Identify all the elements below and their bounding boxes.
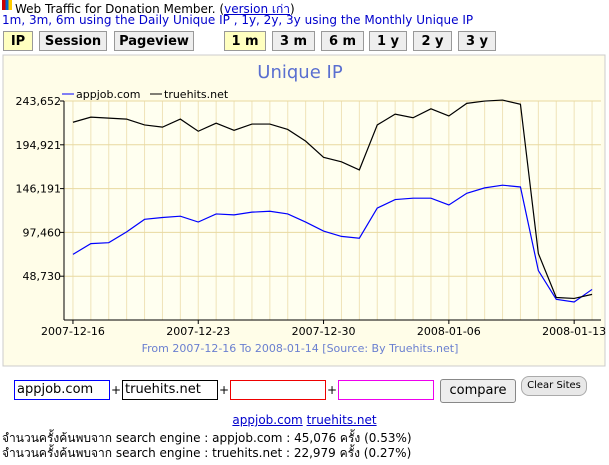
x-tick-label: 2008-01-06 xyxy=(417,325,481,338)
legend-label: appjob.com xyxy=(76,88,140,101)
paren: ( xyxy=(219,2,225,16)
x-tick-label: 2008-01-13 xyxy=(542,325,606,338)
compare-button[interactable]: compare xyxy=(440,379,516,403)
site-link[interactable]: truehits.net xyxy=(306,413,377,427)
tab[interactable]: Pageview xyxy=(114,31,194,51)
site-input[interactable]: appjob.com xyxy=(14,380,110,400)
version-link[interactable]: version เก่า xyxy=(224,2,290,16)
site-input[interactable] xyxy=(338,380,434,400)
tab[interactable]: Session xyxy=(39,31,107,51)
x-tick-label: 2007-12-16 xyxy=(41,325,105,338)
site-input[interactable]: truehits.net xyxy=(122,380,218,400)
chart-title: Unique IP xyxy=(257,62,343,83)
site-links: appjob.com truehits.net xyxy=(0,413,609,427)
stat-line: จำนวนครั้งค้นพบจาก search engine : trueh… xyxy=(2,446,412,460)
note: 1m, 3m, 6m using the Daily Unique IP , 1… xyxy=(2,13,474,27)
y-tick-label: 97,460 xyxy=(23,226,62,239)
stat-line: จำนวนครั้งค้นพบจาก search engine : appjo… xyxy=(2,431,412,445)
series-line xyxy=(72,184,593,303)
tab[interactable]: IP xyxy=(3,31,33,51)
y-tick-label: 194,921 xyxy=(16,139,62,152)
plus: + xyxy=(327,383,338,397)
site-input[interactable] xyxy=(230,380,326,400)
tab[interactable]: 3 y xyxy=(458,31,496,51)
tab[interactable]: 6 m xyxy=(321,31,364,51)
site-link[interactable]: appjob.com xyxy=(232,413,303,427)
plus: + xyxy=(111,383,122,397)
series-line xyxy=(72,99,593,300)
tab[interactable]: 2 y xyxy=(413,31,452,51)
chart: Unique IP From 2007-12-16 To 2008-01-14 … xyxy=(2,54,606,367)
y-tick-label: 243,652 xyxy=(16,95,62,108)
tab[interactable]: 1 m xyxy=(224,31,266,51)
plot-area xyxy=(64,101,601,320)
x-tick-label: 2007-12-30 xyxy=(292,325,356,338)
header-line: Web Traffic for Donation Member. (versio… xyxy=(15,0,295,19)
chart-subtitle: From 2007-12-16 To 2008-01-14 [Source: B… xyxy=(142,342,459,355)
paren: ) xyxy=(289,2,295,16)
tab[interactable]: 1 y xyxy=(369,31,407,51)
y-tick-label: 48,730 xyxy=(23,270,62,283)
tab[interactable]: 3 m xyxy=(272,31,315,51)
x-tick-label: 2007-12-23 xyxy=(166,325,230,338)
title: Web Traffic for Donation Member. xyxy=(15,2,216,16)
icon xyxy=(2,0,12,10)
plus: + xyxy=(219,383,230,397)
legend-label: truehits.net xyxy=(164,88,229,101)
clear-button[interactable]: Clear Sites xyxy=(521,376,587,396)
y-tick-label: 146,191 xyxy=(16,183,62,196)
